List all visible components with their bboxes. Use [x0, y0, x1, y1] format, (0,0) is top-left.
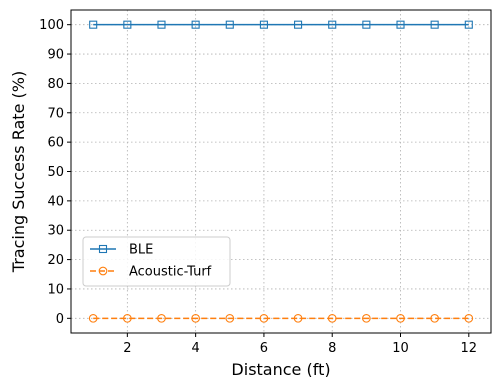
y-tick-label: 30 — [47, 224, 64, 239]
legend-item: Acoustic-Turf — [90, 265, 212, 280]
legend-marker — [98, 266, 108, 276]
x-tick-label: 12 — [461, 341, 478, 356]
legend-label: Acoustic-Turf — [129, 265, 212, 280]
data-point — [430, 20, 439, 29]
y-tick-label: 100 — [39, 18, 64, 33]
data-point — [464, 313, 474, 323]
data-point — [294, 20, 303, 29]
data-point — [293, 313, 303, 323]
data-point — [157, 313, 166, 323]
y-tick-label: 50 — [47, 165, 64, 180]
data-point — [123, 20, 132, 29]
x-tick-label: 4 — [191, 341, 199, 356]
series-0 — [89, 20, 473, 29]
legend: BLE Acoustic-Turf — [82, 236, 231, 287]
data-point — [122, 313, 132, 323]
data-point — [88, 313, 98, 323]
y-axis-ticks: 0 10 20 30 40 50 60 70 80 90 100 — [39, 18, 71, 327]
y-tick-label: 80 — [47, 77, 64, 92]
legend-box — [82, 236, 231, 287]
y-tick-label: 70 — [47, 106, 64, 121]
data-point — [89, 20, 98, 29]
legend-item: BLE — [90, 243, 153, 258]
y-tick-label: 0 — [56, 312, 64, 327]
data-point — [464, 20, 473, 29]
x-tick-label: 2 — [123, 341, 131, 356]
y-tick-label: 40 — [47, 194, 64, 209]
x-axis-label: Distance (ft) — [231, 360, 330, 377]
y-tick-label: 60 — [47, 136, 64, 151]
data-point — [191, 20, 200, 29]
legend-marker — [98, 244, 108, 254]
data-point — [396, 20, 405, 29]
data-point — [191, 313, 200, 323]
data-point — [157, 20, 166, 29]
data-point — [328, 20, 337, 29]
y-tick-label: 90 — [47, 48, 64, 63]
x-tick-label: 10 — [392, 341, 409, 356]
data-point — [327, 313, 337, 323]
series-1 — [88, 313, 474, 323]
data-point — [362, 20, 371, 29]
x-tick-label: 6 — [260, 341, 268, 356]
y-tick-label: 10 — [47, 282, 64, 297]
y-axis-label: Tracing Success Rate (%) — [9, 71, 28, 273]
series-layer — [88, 20, 474, 323]
x-tick-label: 8 — [328, 341, 336, 356]
data-point — [225, 20, 234, 29]
data-point — [362, 313, 371, 323]
data-point — [259, 20, 268, 29]
data-point — [259, 313, 269, 323]
data-point — [225, 313, 235, 323]
y-tick-label: 20 — [47, 253, 64, 268]
data-point — [430, 313, 440, 323]
legend-label: BLE — [129, 243, 153, 258]
x-axis-ticks: 2 4 6 8 10 12 — [123, 333, 477, 356]
data-point — [396, 313, 405, 323]
